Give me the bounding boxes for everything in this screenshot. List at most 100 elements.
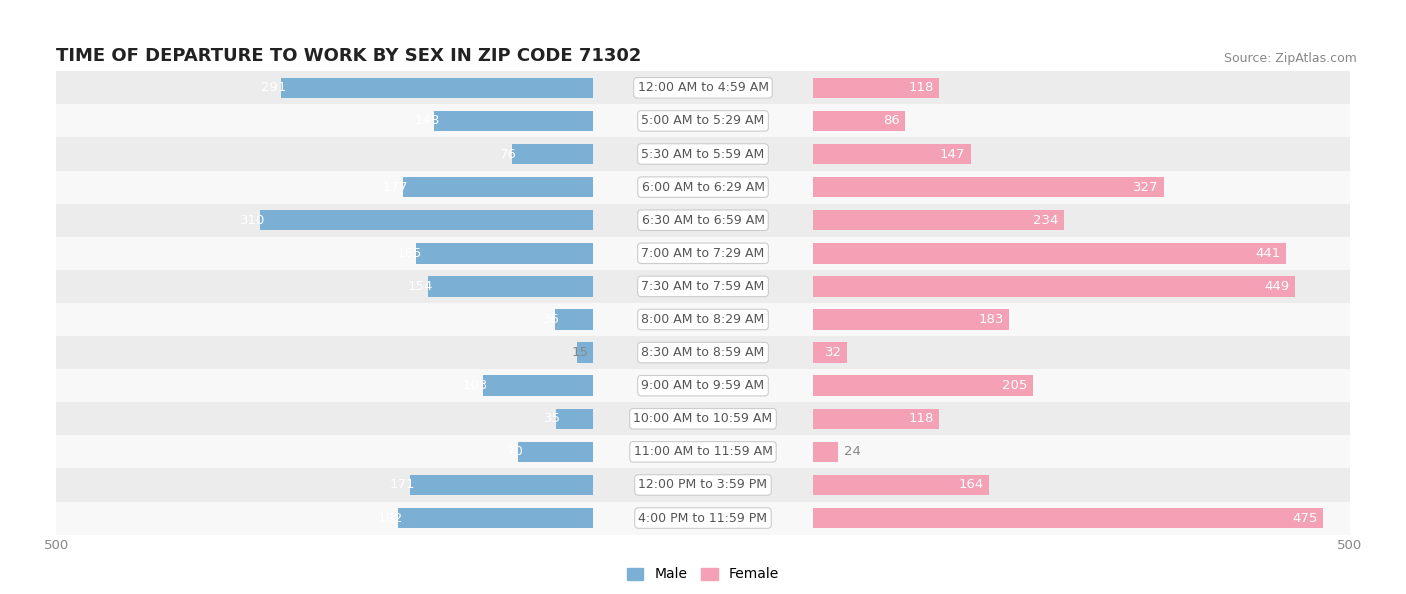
Bar [0,402,1406,435]
Bar [281,78,593,98]
Bar [260,210,593,230]
Bar [0,105,1406,137]
Bar [0,501,1406,535]
Bar [0,469,1406,501]
Bar [0,105,1406,137]
Bar [813,110,905,131]
Text: 32: 32 [825,346,842,359]
Text: 205: 205 [1002,379,1028,392]
Text: 11:00 AM to 11:59 AM: 11:00 AM to 11:59 AM [634,446,772,459]
Text: 118: 118 [908,412,934,425]
Text: 36: 36 [543,313,560,326]
Bar [554,309,593,330]
Bar [0,137,1406,170]
Bar [813,375,1033,396]
Bar [0,336,1406,369]
Bar [0,303,1406,336]
Bar [555,409,593,429]
Bar [0,501,1406,535]
Bar [0,170,1406,204]
Bar [0,303,1406,336]
Bar [813,409,939,429]
Text: 4:00 PM to 11:59 PM: 4:00 PM to 11:59 PM [638,511,768,525]
Text: 5:00 AM to 5:29 AM: 5:00 AM to 5:29 AM [641,115,765,128]
Bar [813,508,1323,528]
Bar [813,78,939,98]
Text: 154: 154 [408,280,433,293]
Bar [0,435,1406,469]
Bar [0,237,1406,270]
Bar [0,170,1406,204]
Text: 475: 475 [1292,511,1317,525]
Text: 148: 148 [415,115,440,128]
Bar [0,137,1406,170]
Bar [813,144,970,165]
Bar [434,110,593,131]
Text: 12:00 PM to 3:59 PM: 12:00 PM to 3:59 PM [638,478,768,491]
Text: 70: 70 [506,446,523,459]
Bar [0,369,1406,402]
Text: 7:00 AM to 7:29 AM: 7:00 AM to 7:29 AM [641,247,765,260]
Bar [813,441,838,462]
Text: 8:00 AM to 8:29 AM: 8:00 AM to 8:29 AM [641,313,765,326]
Text: 441: 441 [1256,247,1281,260]
Text: 165: 165 [396,247,422,260]
Bar [427,276,593,296]
Text: 10:00 AM to 10:59 AM: 10:00 AM to 10:59 AM [634,412,772,425]
Bar [0,501,1406,535]
Bar [0,237,1406,270]
Bar [813,276,1295,296]
Bar [0,237,1406,270]
Text: 12:00 AM to 4:59 AM: 12:00 AM to 4:59 AM [637,81,769,94]
Bar [0,402,1406,435]
Bar [0,270,1406,303]
Text: 103: 103 [463,379,488,392]
Bar [0,402,1406,435]
Text: 9:00 AM to 9:59 AM: 9:00 AM to 9:59 AM [641,379,765,392]
Bar [0,369,1406,402]
Text: 5:30 AM to 5:59 AM: 5:30 AM to 5:59 AM [641,147,765,160]
Bar [404,177,593,197]
Bar [0,71,1406,105]
Bar [0,204,1406,237]
Bar [0,469,1406,501]
Bar [0,369,1406,402]
Bar [409,475,593,495]
Bar [0,270,1406,303]
Bar [813,475,988,495]
Text: 449: 449 [1264,280,1289,293]
Bar [512,144,593,165]
Bar [0,170,1406,204]
Bar [0,270,1406,303]
Bar [813,342,846,363]
Text: 15: 15 [572,346,589,359]
Text: 86: 86 [883,115,900,128]
Bar [813,177,1164,197]
Bar [0,336,1406,369]
Text: 7:30 AM to 7:59 AM: 7:30 AM to 7:59 AM [641,280,765,293]
Bar [398,508,593,528]
Bar [416,243,593,264]
Text: 6:00 AM to 6:29 AM: 6:00 AM to 6:29 AM [641,181,765,194]
Text: 177: 177 [382,181,409,194]
Text: 234: 234 [1033,214,1059,227]
Bar [0,105,1406,137]
Bar [0,435,1406,469]
Bar [0,435,1406,469]
Text: 147: 147 [939,147,965,160]
Bar [0,469,1406,501]
Text: 171: 171 [389,478,415,491]
Bar [0,71,1406,105]
Bar [0,204,1406,237]
Legend: Male, Female: Male, Female [621,562,785,587]
Text: 291: 291 [260,81,285,94]
Bar [813,243,1286,264]
Bar [0,336,1406,369]
Bar [519,441,593,462]
Bar [813,309,1010,330]
Text: 76: 76 [501,147,517,160]
Text: 6:30 AM to 6:59 AM: 6:30 AM to 6:59 AM [641,214,765,227]
Text: TIME OF DEPARTURE TO WORK BY SEX IN ZIP CODE 71302: TIME OF DEPARTURE TO WORK BY SEX IN ZIP … [56,48,641,65]
Text: 35: 35 [544,412,561,425]
Bar [0,137,1406,170]
